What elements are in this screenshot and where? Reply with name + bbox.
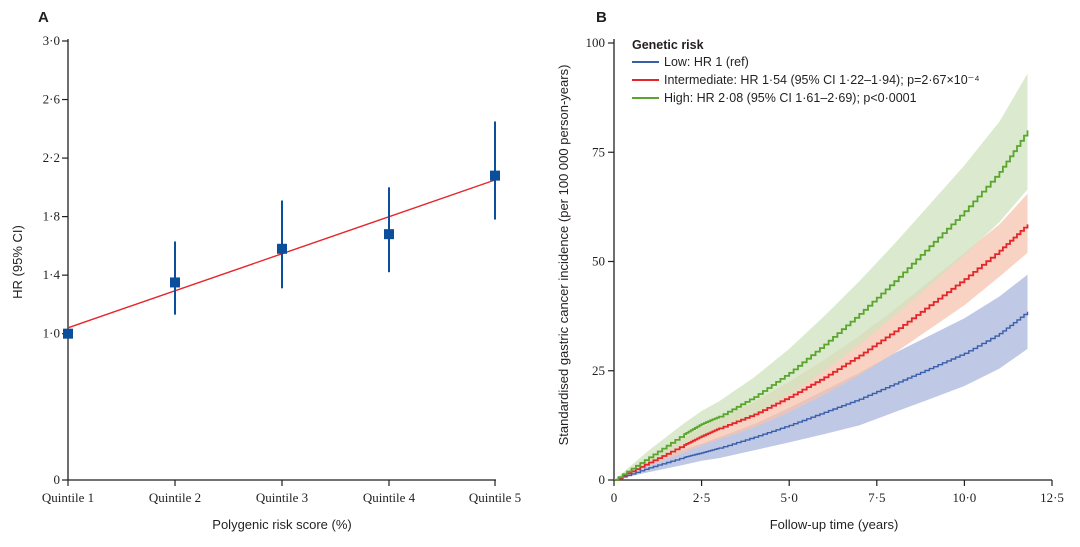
y-tick-label: 0: [54, 472, 61, 487]
legend: Genetic risk Low: HR 1 (ref) Intermediate…: [632, 38, 980, 105]
y-tick-label: 3·0: [43, 33, 60, 48]
panel-a-label: A: [38, 9, 49, 26]
legend-entry: High: HR 2·08 (95% CI 1·61–2·69); p<0·00…: [664, 91, 917, 105]
y-tick-label: 1·4: [43, 267, 61, 282]
x-tick-label: 10·0: [952, 490, 976, 505]
y-tick-label: 100: [586, 35, 606, 50]
hr-point: [170, 277, 180, 288]
x-tick-label: 0: [611, 490, 618, 505]
x-tick-label: 5·0: [781, 490, 798, 505]
legend-title: Genetic risk: [632, 38, 704, 52]
y-tick-label: 0: [599, 472, 606, 487]
x-tick-label: Quintile 4: [363, 490, 416, 505]
y-tick-label: 1·0: [43, 326, 60, 341]
x-tick-label: 7·5: [868, 490, 885, 505]
panel-a: A HR (95% CI) Polygenic risk score (%) 0…: [10, 9, 521, 532]
panel-b-x-label: Follow-up time (years): [770, 517, 899, 532]
x-tick-label: Quintile 3: [256, 490, 308, 505]
hr-point: [63, 328, 73, 339]
y-tick-label: 50: [592, 254, 605, 269]
panel-a-x-label: Polygenic risk score (%): [212, 517, 351, 532]
y-tick-label: 75: [592, 144, 605, 159]
series-line: [614, 224, 1029, 481]
x-tick-label: Quintile 5: [469, 490, 521, 505]
legend-entry: Low: HR 1 (ref): [664, 55, 749, 69]
y-tick-label: 2·2: [43, 150, 60, 165]
panel-b-y-label: Standardised gastric cancer incidence (p…: [556, 65, 571, 446]
ci-band: [614, 274, 1028, 480]
hr-point: [277, 243, 287, 254]
series-line: [614, 130, 1029, 481]
x-tick-label: Quintile 1: [42, 490, 94, 505]
y-tick-label: 25: [592, 363, 605, 378]
panel-b-label: B: [596, 9, 607, 26]
x-tick-label: Quintile 2: [149, 490, 201, 505]
series-line: [614, 311, 1029, 481]
legend-entry: Intermediate: HR 1·54 (95% CI 1·22–1·94)…: [664, 73, 980, 87]
y-tick-label: 2·6: [43, 92, 61, 107]
x-tick-label: 2·5: [693, 490, 710, 505]
panel-a-y-label: HR (95% CI): [10, 225, 25, 299]
y-tick-label: 1·8: [43, 209, 60, 224]
hr-point: [384, 229, 394, 240]
panel-b: B Standardised gastric cancer incidence …: [556, 9, 1064, 532]
hr-point: [490, 170, 500, 181]
x-tick-label: 12·5: [1040, 490, 1064, 505]
